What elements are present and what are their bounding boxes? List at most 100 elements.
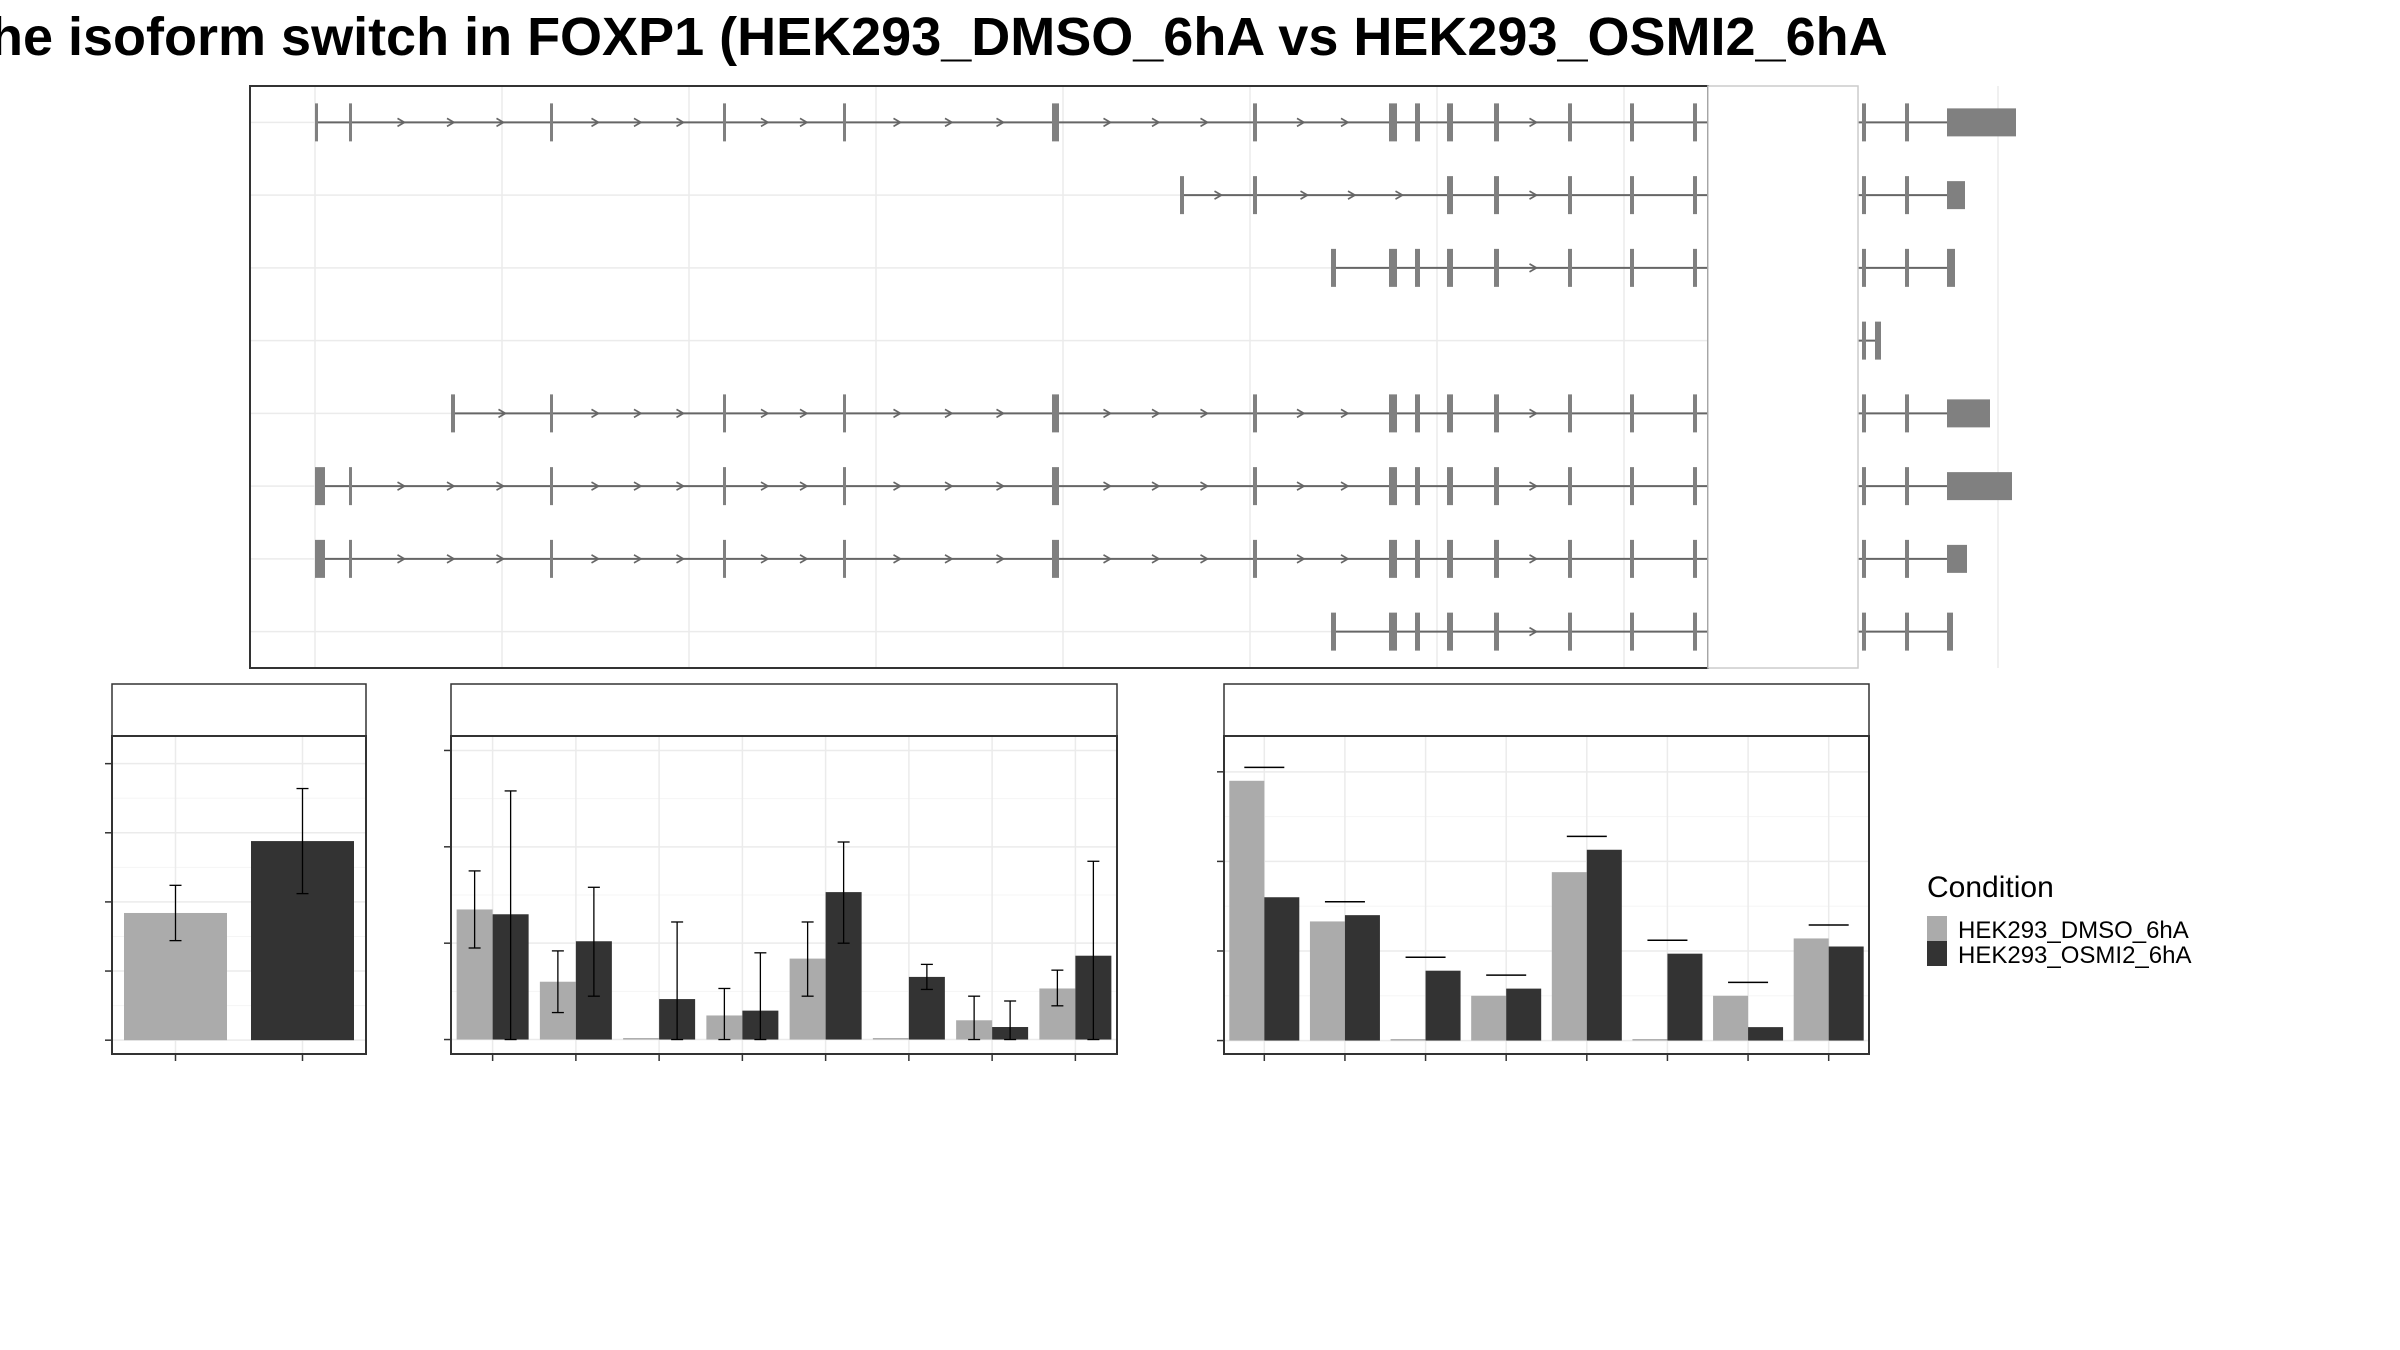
intron-direction-arrow xyxy=(996,117,1006,128)
intron-direction-arrow xyxy=(1347,190,1357,200)
legend-title: Condition xyxy=(1927,871,2054,904)
exon-block xyxy=(1862,612,1866,651)
exon-block xyxy=(843,394,846,433)
intron-direction-arrow xyxy=(799,408,809,419)
exon-block xyxy=(1568,248,1572,287)
intron-direction-arrow xyxy=(397,117,407,128)
bar xyxy=(1229,780,1265,1041)
intron-direction-arrow xyxy=(1200,554,1210,564)
exon-block xyxy=(315,103,318,142)
exon-block xyxy=(1568,176,1572,215)
intron-direction-arrow xyxy=(1529,263,1539,273)
exon-block xyxy=(843,467,846,506)
intron-direction-arrow xyxy=(1529,408,1539,419)
exon-block xyxy=(1052,467,1059,506)
intron-direction-arrow xyxy=(1296,408,1306,419)
intron-direction-arrow xyxy=(446,554,456,564)
exon-block xyxy=(1253,103,1257,142)
isoform-expression-panel xyxy=(444,683,1118,1061)
exon-block xyxy=(1568,467,1572,506)
exon-block xyxy=(1494,612,1499,651)
exon-block xyxy=(315,467,325,506)
intron-direction-arrow xyxy=(1151,554,1161,564)
bar xyxy=(1632,1039,1668,1041)
exon-block xyxy=(1447,176,1453,215)
exon-block xyxy=(1693,539,1697,578)
exon-block xyxy=(1389,539,1397,578)
bar xyxy=(1309,921,1345,1041)
intron-direction-arrow xyxy=(799,554,809,564)
intron-direction-arrow xyxy=(1340,481,1350,491)
intron-direction-arrow xyxy=(1296,481,1306,491)
intron-direction-arrow xyxy=(633,408,643,419)
exon-block xyxy=(1253,176,1257,215)
exon-block xyxy=(1905,176,1909,215)
intron-direction-arrow xyxy=(446,117,456,128)
intron-direction-arrow xyxy=(1340,408,1350,419)
exon-block xyxy=(1052,394,1059,433)
exon-block xyxy=(1494,103,1499,142)
exon-block xyxy=(1052,539,1059,578)
gene-structure-panel xyxy=(249,85,2016,669)
exon-block xyxy=(1415,394,1420,433)
exon-block xyxy=(1415,103,1420,142)
exon-block xyxy=(349,103,352,142)
exon-block xyxy=(1693,467,1697,506)
intron-direction-arrow xyxy=(944,117,954,128)
intron-direction-arrow xyxy=(397,554,407,564)
exon-block xyxy=(1630,539,1634,578)
gene-expression-panel xyxy=(105,683,367,1061)
structure-plot-background xyxy=(250,86,1708,668)
exon-block xyxy=(1947,472,2012,501)
exon-block xyxy=(1415,539,1420,578)
figure-title: he isoform switch in FOXP1 (HEK293_DMSO_… xyxy=(0,7,1888,67)
intron-direction-arrow xyxy=(1300,190,1310,200)
plot-border xyxy=(111,735,367,1055)
exon-block xyxy=(315,539,325,578)
exon-block xyxy=(1447,103,1453,142)
intron-direction-arrow xyxy=(1151,117,1161,128)
exon-block xyxy=(1389,248,1397,287)
exon-block xyxy=(1947,248,1955,287)
intron-direction-arrow xyxy=(996,408,1006,419)
exon-block xyxy=(1447,612,1453,651)
intron-direction-arrow xyxy=(633,554,643,564)
exon-block xyxy=(1862,103,1866,142)
intron-direction-arrow xyxy=(1395,190,1405,200)
intron-direction-arrow xyxy=(893,481,903,491)
intron-direction-arrow xyxy=(633,117,643,128)
exon-block xyxy=(1494,176,1499,215)
exon-block xyxy=(1494,394,1499,433)
intron-direction-arrow xyxy=(591,408,601,419)
legend-swatch-dmso xyxy=(1927,916,1947,941)
exon-block xyxy=(1415,248,1420,287)
exon-block xyxy=(1693,248,1697,287)
exon-block xyxy=(843,539,846,578)
exon-block xyxy=(723,394,726,433)
exon-block xyxy=(1862,176,1866,215)
exon-block xyxy=(1389,103,1397,142)
intron-direction-arrow xyxy=(496,554,506,564)
intron-direction-arrow xyxy=(1529,190,1539,200)
exon-block xyxy=(1905,612,1909,651)
exon-block xyxy=(1905,103,1909,142)
legend-label-osmi2: HEK293_OSMI2_6hA xyxy=(1958,942,2191,969)
exon-block xyxy=(1693,103,1697,142)
exon-block xyxy=(1905,394,1909,433)
exon-block xyxy=(1494,467,1499,506)
exon-block xyxy=(1447,394,1453,433)
exon-block xyxy=(1905,248,1909,287)
exon-block xyxy=(1331,612,1336,651)
intron-direction-arrow xyxy=(1340,554,1350,564)
intron-direction-arrow xyxy=(760,117,770,128)
legend-label-dmso: HEK293_DMSO_6hA xyxy=(1958,917,2189,944)
intron-direction-arrow xyxy=(944,554,954,564)
exon-block xyxy=(1947,612,1953,651)
intron-direction-arrow xyxy=(893,117,903,128)
intron-direction-arrow xyxy=(893,408,903,419)
intron-direction-arrow xyxy=(1214,190,1224,200)
exon-block xyxy=(1630,394,1634,433)
intron-direction-arrow xyxy=(944,481,954,491)
intron-direction-arrow xyxy=(1296,117,1306,128)
condition-legend: Condition HEK293_DMSO_6hA HEK293_OSMI2_6… xyxy=(1927,871,2191,969)
